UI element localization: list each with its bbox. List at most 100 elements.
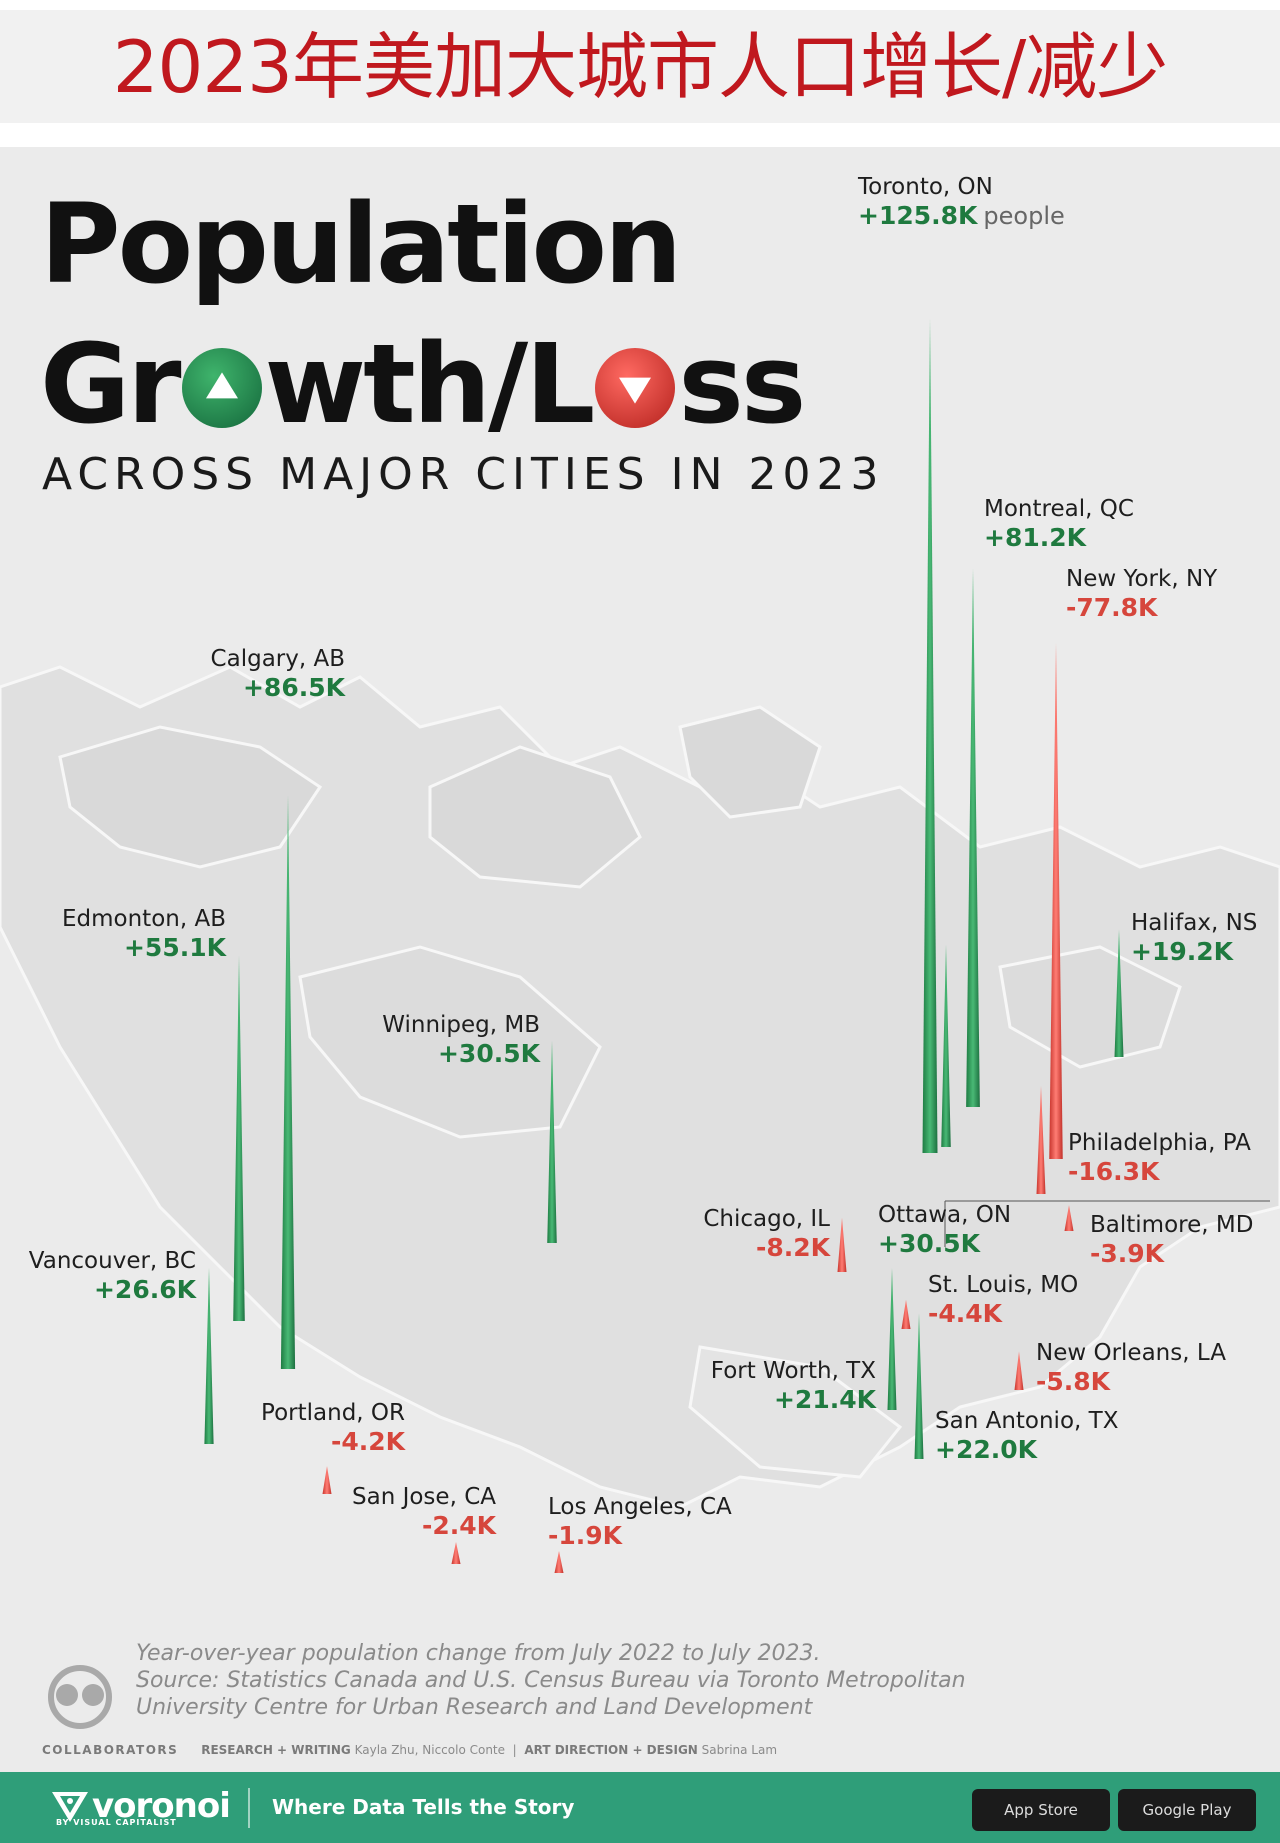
- map-and-spikes: [0, 318, 1280, 1573]
- google-play-label: Google Play: [1142, 1801, 1232, 1819]
- background-map-icon: [0, 665, 1280, 1509]
- city-label-chicago-il: Chicago, IL -8.2K: [703, 1205, 830, 1264]
- city-value-line: -1.9K: [548, 1521, 732, 1552]
- city-label-san-antonio-tx: San Antonio, TX +22.0K: [935, 1407, 1118, 1466]
- city-label-new-orleans-la: New Orleans, LA -5.8K: [1036, 1339, 1226, 1398]
- spike-fort-worth-tx: [887, 1267, 897, 1410]
- note-line-2: Source: Statistics Canada and U.S. Censu…: [136, 1667, 966, 1693]
- app-store-label: App Store: [1004, 1801, 1078, 1819]
- spike-montreal-qc: [966, 568, 980, 1107]
- city-label-los-angeles-ca: Los Angeles, CA -1.9K: [548, 1493, 732, 1552]
- city-name: Toronto, ON: [858, 174, 993, 200]
- city-name: Calgary, AB: [210, 646, 345, 672]
- art-label: ART DIRECTION + DESIGN: [524, 1743, 698, 1757]
- title-part-c: ss: [678, 320, 806, 448]
- city-value-line: +55.1K: [62, 933, 226, 964]
- spike-san-antonio-tx: [914, 1312, 924, 1459]
- city-label-edmonton-ab: Edmonton, AB +55.1K: [62, 905, 226, 964]
- city-label-calgary-ab: Calgary, AB +86.5K: [211, 645, 345, 704]
- city-name: Philadelphia, PA: [1068, 1130, 1251, 1156]
- chinese-banner: 2023年美加大城市人口增长/减少: [0, 10, 1280, 123]
- city-name: Los Angeles, CA: [548, 1494, 732, 1520]
- city-value: +22.0K: [935, 1435, 1038, 1465]
- city-value-line: -77.8K: [1066, 593, 1217, 624]
- note-line-3: University Centre for Urban Research and…: [136, 1694, 813, 1720]
- city-value-line: +21.4K: [711, 1385, 876, 1416]
- city-name: St. Louis, MO: [928, 1272, 1079, 1298]
- spike-los-angeles-ca: [554, 1551, 564, 1573]
- city-label-vancouver-bc: Vancouver, BC +26.6K: [29, 1247, 196, 1306]
- spike-st-louis-mo: [901, 1299, 911, 1329]
- city-value-line: -5.8K: [1036, 1367, 1226, 1398]
- city-name: Ottawa, ON: [878, 1202, 1012, 1228]
- city-name: Fort Worth, TX: [710, 1358, 876, 1384]
- city-label-ottawa-on: Ottawa, ON +30.5K: [878, 1201, 1011, 1260]
- source-notes: Year-over-year population change from Ju…: [136, 1641, 966, 1721]
- city-value: +19.2K: [1131, 937, 1234, 967]
- art-names: Sabrina Lam: [701, 1743, 778, 1757]
- up-triangle-icon: [181, 348, 262, 428]
- spike-winnipeg-mb: [547, 1040, 557, 1243]
- city-name: Halifax, NS: [1131, 910, 1258, 936]
- down-triangle-icon: [595, 348, 676, 428]
- city-name: Vancouver, BC: [28, 1248, 196, 1274]
- title-part-a: Gr: [40, 320, 182, 448]
- banner-title: 2023年美加大城市人口增长/减少: [112, 24, 1168, 109]
- unit-label: people: [983, 202, 1065, 231]
- city-value-line: +125.8K people: [858, 201, 1065, 232]
- spike-baltimore-md: [1064, 1205, 1074, 1231]
- city-label-halifax-ns: Halifax, NS +19.2K: [1131, 909, 1257, 968]
- city-name: San Jose, CA: [352, 1484, 496, 1510]
- city-value: -4.4K: [928, 1299, 1003, 1329]
- spike-new-orleans-la: [1014, 1351, 1024, 1390]
- research-label: RESEARCH + WRITING: [201, 1743, 351, 1757]
- city-label-portland-or: Portland, OR -4.2K: [261, 1399, 405, 1458]
- city-name: New York, NY: [1066, 566, 1218, 592]
- city-value-line: +22.0K: [935, 1435, 1118, 1466]
- brand-name: voronoi: [92, 1786, 231, 1826]
- city-value-line: +81.2K: [984, 523, 1134, 554]
- city-value: +125.8K: [858, 201, 978, 231]
- spike-toronto-on: [922, 318, 938, 1153]
- globe-logo-icon: [48, 1665, 112, 1729]
- city-value: +26.6K: [93, 1275, 196, 1305]
- city-value: -1.9K: [548, 1521, 623, 1551]
- city-name: Montreal, QC: [984, 496, 1134, 522]
- spike-ottawa-on: [941, 944, 951, 1147]
- city-value: +86.5K: [242, 673, 345, 703]
- city-value-line: -4.4K: [928, 1299, 1078, 1330]
- spike-halifax-ns: [1114, 929, 1124, 1057]
- spike-calgary-ab: [280, 794, 296, 1369]
- city-value-line: +30.5K: [382, 1039, 540, 1070]
- google-play-button[interactable]: Google Play: [1118, 1789, 1256, 1831]
- city-name: Baltimore, MD: [1090, 1212, 1254, 1238]
- city-value-line: -16.3K: [1068, 1157, 1251, 1188]
- city-name: Winnipeg, MB: [382, 1012, 540, 1038]
- voronoi-logo-icon: [52, 1792, 88, 1822]
- city-label-fort-worth-tx: Fort Worth, TX +21.4K: [711, 1357, 876, 1416]
- city-name: Edmonton, AB: [62, 906, 226, 932]
- title-line-2: Gr wth/L ss: [40, 320, 806, 448]
- city-name: Chicago, IL: [703, 1206, 830, 1232]
- city-name: New Orleans, LA: [1036, 1340, 1226, 1366]
- city-value: +30.5K: [878, 1229, 981, 1259]
- city-value: -4.2K: [330, 1427, 405, 1457]
- city-label-san-jose-ca: San Jose, CA -2.4K: [352, 1483, 496, 1542]
- city-value-line: -3.9K: [1090, 1239, 1253, 1270]
- city-label-philadelphia-pa: Philadelphia, PA -16.3K: [1068, 1129, 1251, 1188]
- spike-group: [204, 318, 1124, 1573]
- app-store-button[interactable]: App Store: [972, 1789, 1110, 1831]
- spike-philadelphia-pa: [1036, 1085, 1046, 1194]
- city-value-line: -4.2K: [261, 1427, 405, 1458]
- city-label-new-york-ny: New York, NY -77.8K: [1066, 565, 1217, 624]
- spike-san-jose-ca: [451, 1542, 461, 1564]
- credits-line: COLLABORATORS RESEARCH + WRITING Kayla Z…: [42, 1743, 777, 1757]
- title-part-b: wth/L: [264, 320, 596, 448]
- voronoi-brand[interactable]: voronoi: [48, 1786, 231, 1826]
- title-line-1: Population: [40, 180, 682, 308]
- city-label-winnipeg-mb: Winnipeg, MB +30.5K: [382, 1011, 540, 1070]
- city-value-line: -2.4K: [352, 1511, 496, 1542]
- spike-portland-or: [322, 1466, 332, 1494]
- infographic-poster: Population Gr wth/L ss ACROSS MAJOR CITI…: [0, 147, 1280, 1772]
- note-line-1: Year-over-year population change from Ju…: [136, 1641, 821, 1666]
